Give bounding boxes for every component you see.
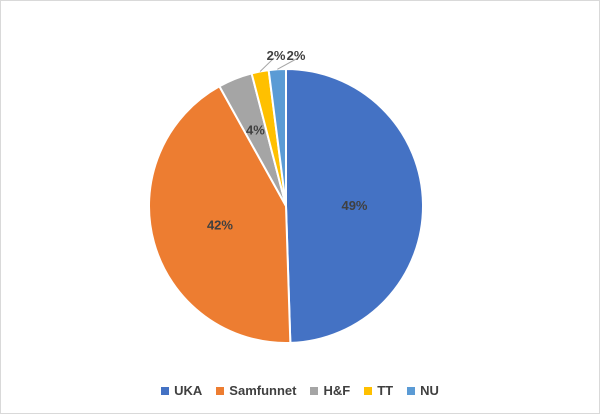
- data-label-tt: 2%: [267, 48, 286, 63]
- data-labels: 49% 42% 4% 2% 2%: [207, 48, 368, 232]
- data-label-h-f: 4%: [246, 123, 265, 138]
- legend-swatch: [310, 386, 319, 395]
- legend-label: H&F: [323, 383, 351, 398]
- leader-line-tt: [259, 57, 275, 72]
- legend-swatch: [364, 386, 373, 395]
- legend-label: UKA: [174, 383, 203, 398]
- legend-swatch: [161, 386, 170, 395]
- data-label-nu: 2%: [287, 48, 306, 63]
- legend-label: TT: [377, 383, 394, 398]
- leader-lines: [259, 57, 299, 72]
- legend-item-uka: UKA: [161, 383, 202, 398]
- pie-slices: [148, 67, 424, 344]
- legend: UKA Samfunnet H&F TT NU: [0, 383, 600, 398]
- data-label-uka: 49%: [341, 198, 367, 213]
- legend-item-h-f: H&F: [310, 383, 350, 398]
- legend-label: Samfunnet: [229, 383, 297, 398]
- legend-swatch: [407, 386, 416, 395]
- legend-item-tt: TT: [364, 383, 393, 398]
- legend-item-samfunnet: Samfunnet: [216, 383, 296, 398]
- leader-line-nu: [277, 57, 299, 70]
- legend-swatch: [216, 386, 225, 395]
- legend-item-nu: NU: [407, 383, 439, 398]
- legend-label: NU: [420, 383, 439, 398]
- pie-slice-uka: [285, 67, 424, 344]
- data-label-samfunnet: 42%: [207, 217, 233, 232]
